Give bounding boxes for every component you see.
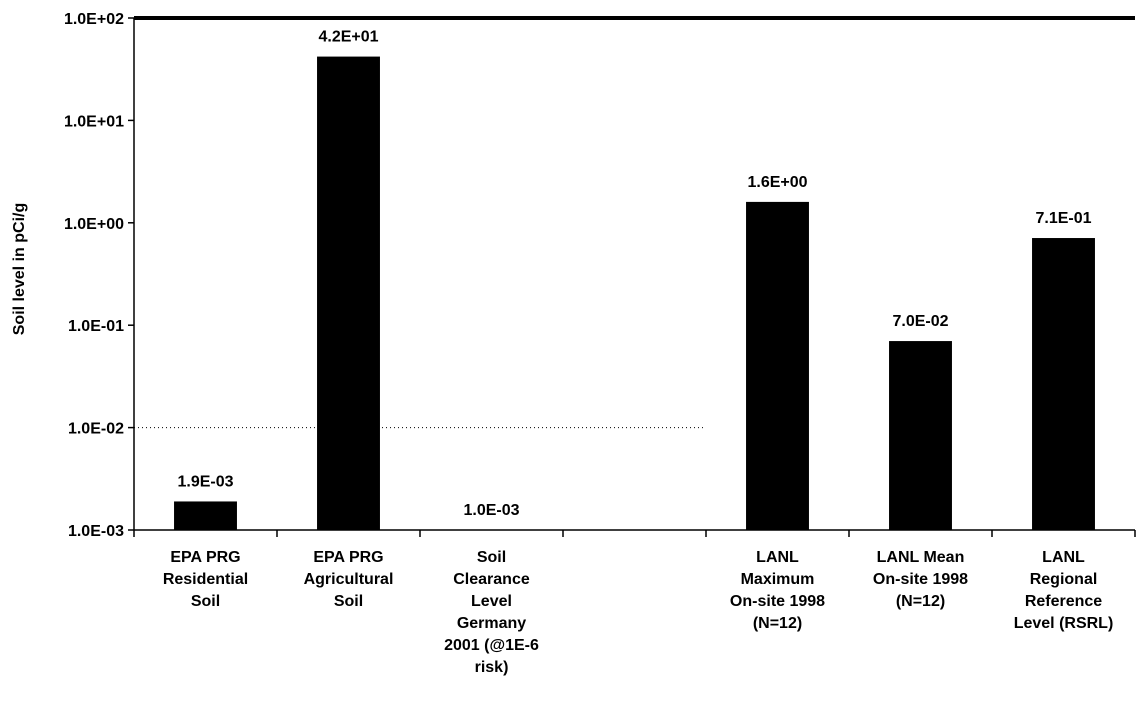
bars (174, 56, 1095, 531)
data-labels: 1.9E-03 4.2E+01 1.0E-03 1.6E+00 7.0E-02 7.1E-… (177, 29, 1091, 519)
y-tick-label-3: 1.0E+00 (64, 216, 124, 233)
data-label-0: 1.9E-03 (177, 473, 233, 490)
y-tick-label-0: 1.0E-03 (68, 523, 124, 540)
category-label-6: LANL Regional Reference Level (RSRL) (1014, 549, 1114, 632)
bar-6 (1032, 238, 1095, 531)
y-tick-label-1: 1.0E-02 (68, 421, 124, 438)
data-label-5: 7.0E-02 (892, 313, 948, 330)
category-label-0: EPA PRG Residential Soil (163, 549, 248, 610)
category-label-1: EPA PRG Agricultural Soil (304, 549, 394, 610)
bar-0 (174, 501, 237, 530)
y-axis-title: Soil level in pCi/g (11, 203, 28, 335)
data-label-6: 7.1E-01 (1035, 210, 1091, 227)
category-label-2: Soil Clearance Level Germany 2001 (@1E-6 risk… (444, 549, 539, 676)
data-label-1: 4.2E+01 (318, 29, 378, 46)
category-label-5: LANL Mean On-site 1998 (N=12) (873, 549, 968, 610)
bar-5 (889, 341, 952, 530)
bar-4 (746, 201, 809, 530)
y-tick-label-5: 1.0E+02 (64, 11, 124, 28)
y-tick-label-2: 1.0E-01 (68, 318, 124, 335)
data-label-2: 1.0E-03 (463, 502, 519, 519)
axes (128, 16, 1136, 537)
data-label-4: 1.6E+00 (747, 174, 807, 191)
y-tick-label-4: 1.0E+01 (64, 113, 124, 130)
category-labels: EPA PRG Residential Soil EPA PRG Agricultura… (163, 549, 1113, 676)
bar-1 (317, 56, 380, 530)
category-label-4: LANL Maximum On-site 1998 (N=12) (730, 549, 825, 632)
y-tick-labels: 1.0E-03 1.0E-02 1.0E-01 1.0E+00 1.0E+01 1.0E+… (64, 11, 124, 540)
